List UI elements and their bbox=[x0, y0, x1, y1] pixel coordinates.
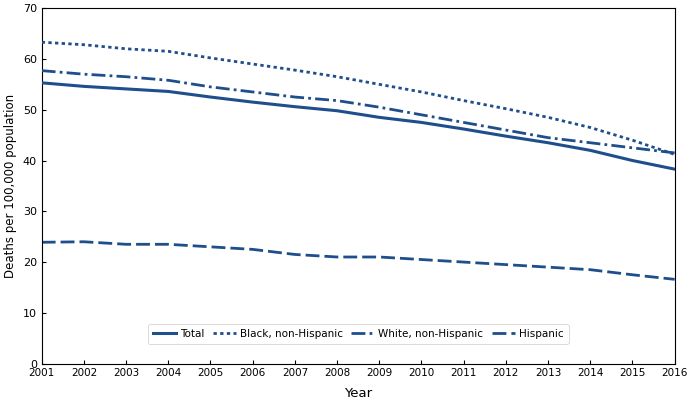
Black, non-Hispanic bbox=[248, 61, 257, 66]
Total bbox=[80, 84, 88, 89]
Hispanic bbox=[502, 262, 510, 267]
Total bbox=[122, 86, 130, 91]
Hispanic bbox=[248, 247, 257, 252]
Black, non-Hispanic bbox=[459, 98, 468, 103]
Total bbox=[417, 120, 426, 125]
Black, non-Hispanic bbox=[586, 125, 594, 130]
Hispanic bbox=[122, 242, 130, 247]
White, non-Hispanic bbox=[628, 145, 637, 150]
Hispanic bbox=[291, 252, 299, 257]
Black, non-Hispanic bbox=[164, 49, 172, 54]
Line: Total: Total bbox=[42, 83, 675, 169]
Y-axis label: Deaths per 100,000 population: Deaths per 100,000 population bbox=[4, 94, 17, 278]
Total bbox=[459, 126, 468, 131]
White, non-Hispanic bbox=[544, 135, 552, 140]
Hispanic bbox=[628, 272, 637, 277]
White, non-Hispanic bbox=[502, 128, 510, 133]
Hispanic bbox=[80, 239, 88, 244]
Black, non-Hispanic bbox=[333, 74, 341, 79]
White, non-Hispanic bbox=[164, 78, 172, 83]
White, non-Hispanic bbox=[206, 84, 215, 89]
Total bbox=[164, 89, 172, 94]
White, non-Hispanic bbox=[291, 95, 299, 99]
White, non-Hispanic bbox=[459, 120, 468, 125]
Total bbox=[206, 95, 215, 99]
Black, non-Hispanic bbox=[37, 40, 46, 44]
Black, non-Hispanic bbox=[502, 106, 510, 111]
White, non-Hispanic bbox=[671, 150, 679, 155]
White, non-Hispanic bbox=[417, 112, 426, 117]
Hispanic bbox=[417, 257, 426, 262]
Black, non-Hispanic bbox=[628, 138, 637, 143]
Line: White, non-Hispanic: White, non-Hispanic bbox=[42, 71, 675, 153]
White, non-Hispanic bbox=[122, 74, 130, 79]
Line: Hispanic: Hispanic bbox=[42, 242, 675, 279]
Hispanic bbox=[586, 267, 594, 272]
Hispanic bbox=[333, 255, 341, 259]
Hispanic bbox=[37, 240, 46, 245]
Black, non-Hispanic bbox=[544, 115, 552, 120]
White, non-Hispanic bbox=[80, 72, 88, 77]
Total bbox=[586, 148, 594, 153]
Total bbox=[333, 108, 341, 113]
Total bbox=[502, 134, 510, 139]
X-axis label: Year: Year bbox=[344, 387, 372, 400]
Total bbox=[375, 115, 383, 120]
Black, non-Hispanic bbox=[291, 68, 299, 73]
White, non-Hispanic bbox=[333, 98, 341, 103]
Total bbox=[248, 100, 257, 105]
Black, non-Hispanic bbox=[375, 82, 383, 87]
White, non-Hispanic bbox=[375, 105, 383, 109]
Total bbox=[628, 158, 637, 163]
Hispanic bbox=[544, 265, 552, 269]
Hispanic bbox=[164, 242, 172, 247]
Total bbox=[291, 104, 299, 109]
Total bbox=[671, 167, 679, 172]
Total bbox=[37, 80, 46, 85]
Hispanic bbox=[671, 277, 679, 282]
Line: Black, non-Hispanic: Black, non-Hispanic bbox=[42, 42, 675, 154]
Black, non-Hispanic bbox=[80, 42, 88, 47]
Hispanic bbox=[375, 255, 383, 259]
Hispanic bbox=[206, 244, 215, 249]
Legend: Total, Black, non-Hispanic, White, non-Hispanic, Hispanic: Total, Black, non-Hispanic, White, non-H… bbox=[148, 324, 569, 344]
Black, non-Hispanic bbox=[122, 46, 130, 51]
White, non-Hispanic bbox=[37, 68, 46, 73]
Hispanic bbox=[459, 260, 468, 265]
White, non-Hispanic bbox=[248, 90, 257, 95]
Black, non-Hispanic bbox=[206, 55, 215, 60]
Black, non-Hispanic bbox=[417, 90, 426, 95]
White, non-Hispanic bbox=[586, 140, 594, 145]
Total bbox=[544, 140, 552, 145]
Black, non-Hispanic bbox=[671, 152, 679, 157]
